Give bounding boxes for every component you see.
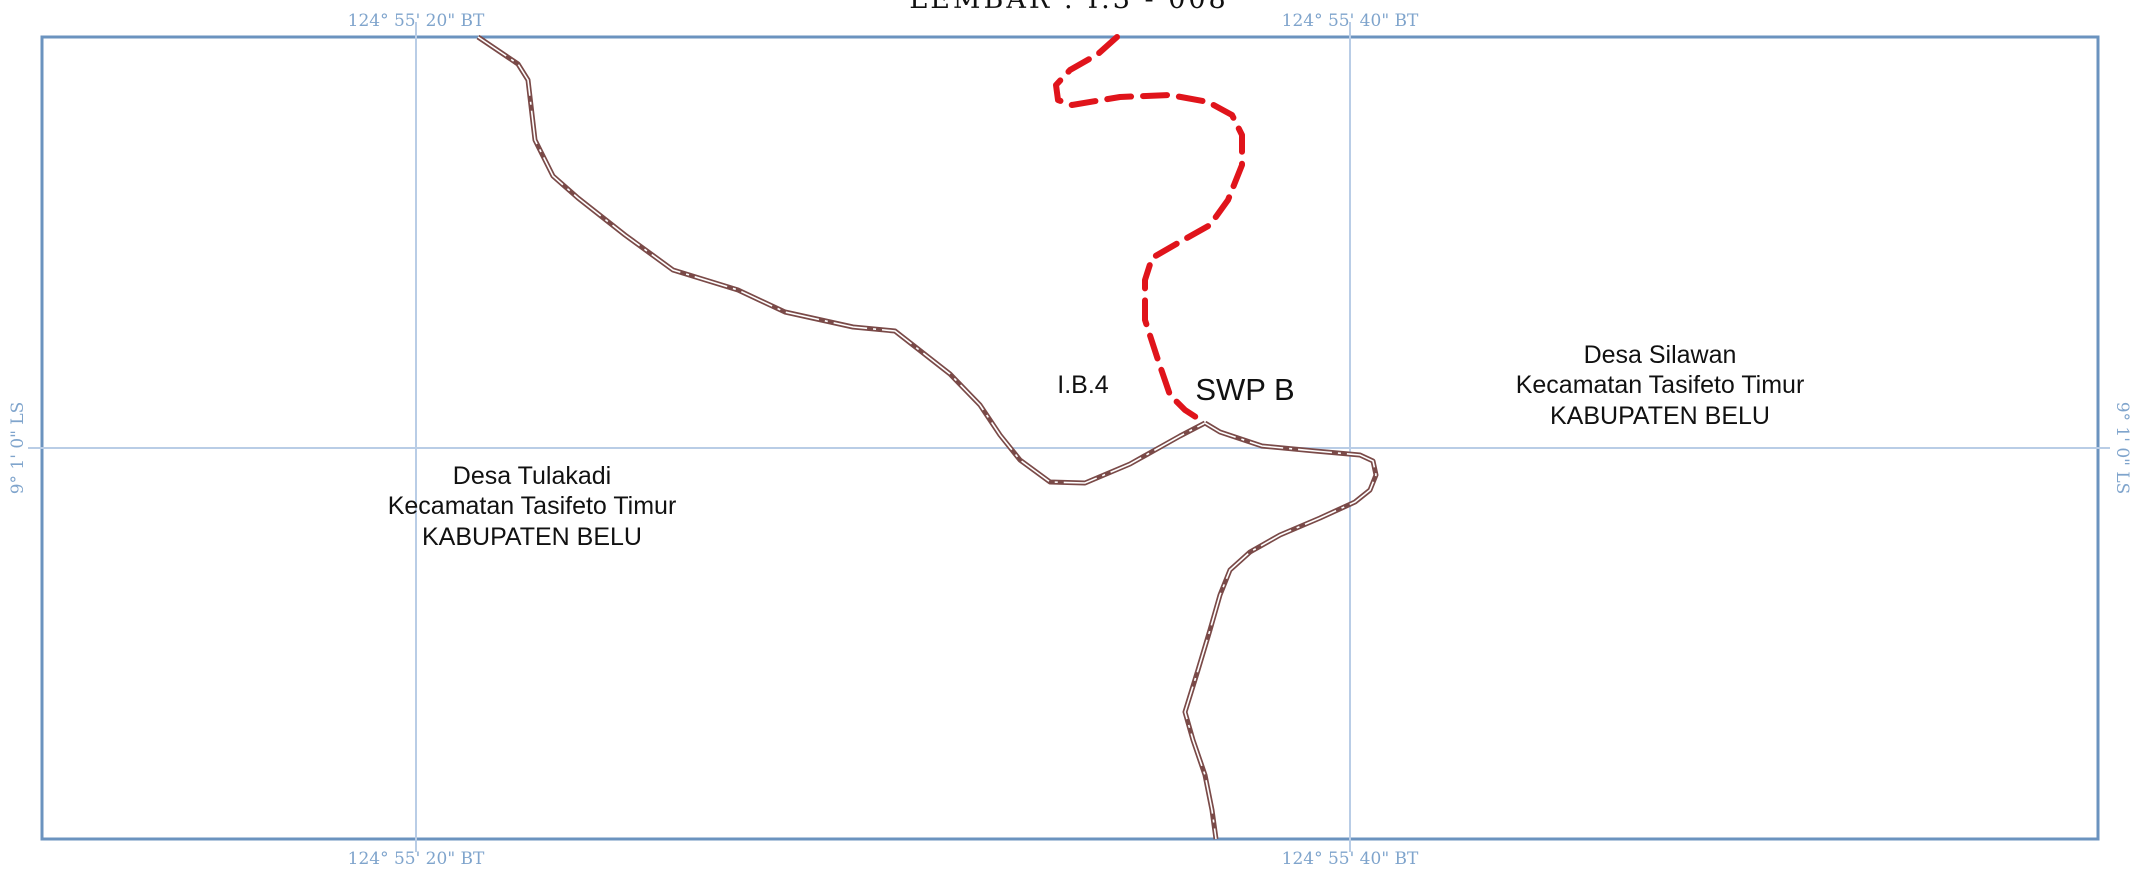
map-frame (40, 35, 2100, 841)
east-regency-name: KABUPATEN BELU (1550, 402, 1770, 430)
east-district-name: Kecamatan Tasifeto Timur (1516, 371, 1805, 399)
village-boundary-west (476, 34, 1207, 486)
west-village-name: Desa Tulakadi (453, 462, 611, 490)
west-area-label: Desa Tulakadi Kecamatan Tasifeto Timur K… (388, 462, 677, 551)
lon-label-east-bottom: 124° 55' 40" BT (1282, 849, 1419, 869)
village-boundary-southeast (1182, 420, 1379, 840)
lon-label-west-top: 124° 55' 20" BT (348, 11, 485, 31)
east-village-name: Desa Silawan (1584, 341, 1737, 369)
west-regency-name: KABUPATEN BELU (422, 523, 642, 551)
west-district-name: Kecamatan Tasifeto Timur (388, 492, 677, 520)
lon-label-east-top: 124° 55' 40" BT (1282, 11, 1419, 31)
sheet-title: LEMBAR : I.3 - 008 (909, 0, 1228, 15)
lon-label-west-bottom: 124° 55' 20" BT (348, 849, 485, 869)
swp-boundary (1053, 34, 1245, 426)
block-code-label: I.B.4 (1057, 371, 1109, 399)
east-area-label: Desa Silawan Kecamatan Tasifeto Timur KA… (1516, 341, 1805, 430)
lat-label-left: 9° 1' 0" LS (8, 402, 28, 495)
lat-label-right: 9° 1' 0" LS (2112, 402, 2132, 495)
swp-label: SWP B (1195, 372, 1294, 407)
